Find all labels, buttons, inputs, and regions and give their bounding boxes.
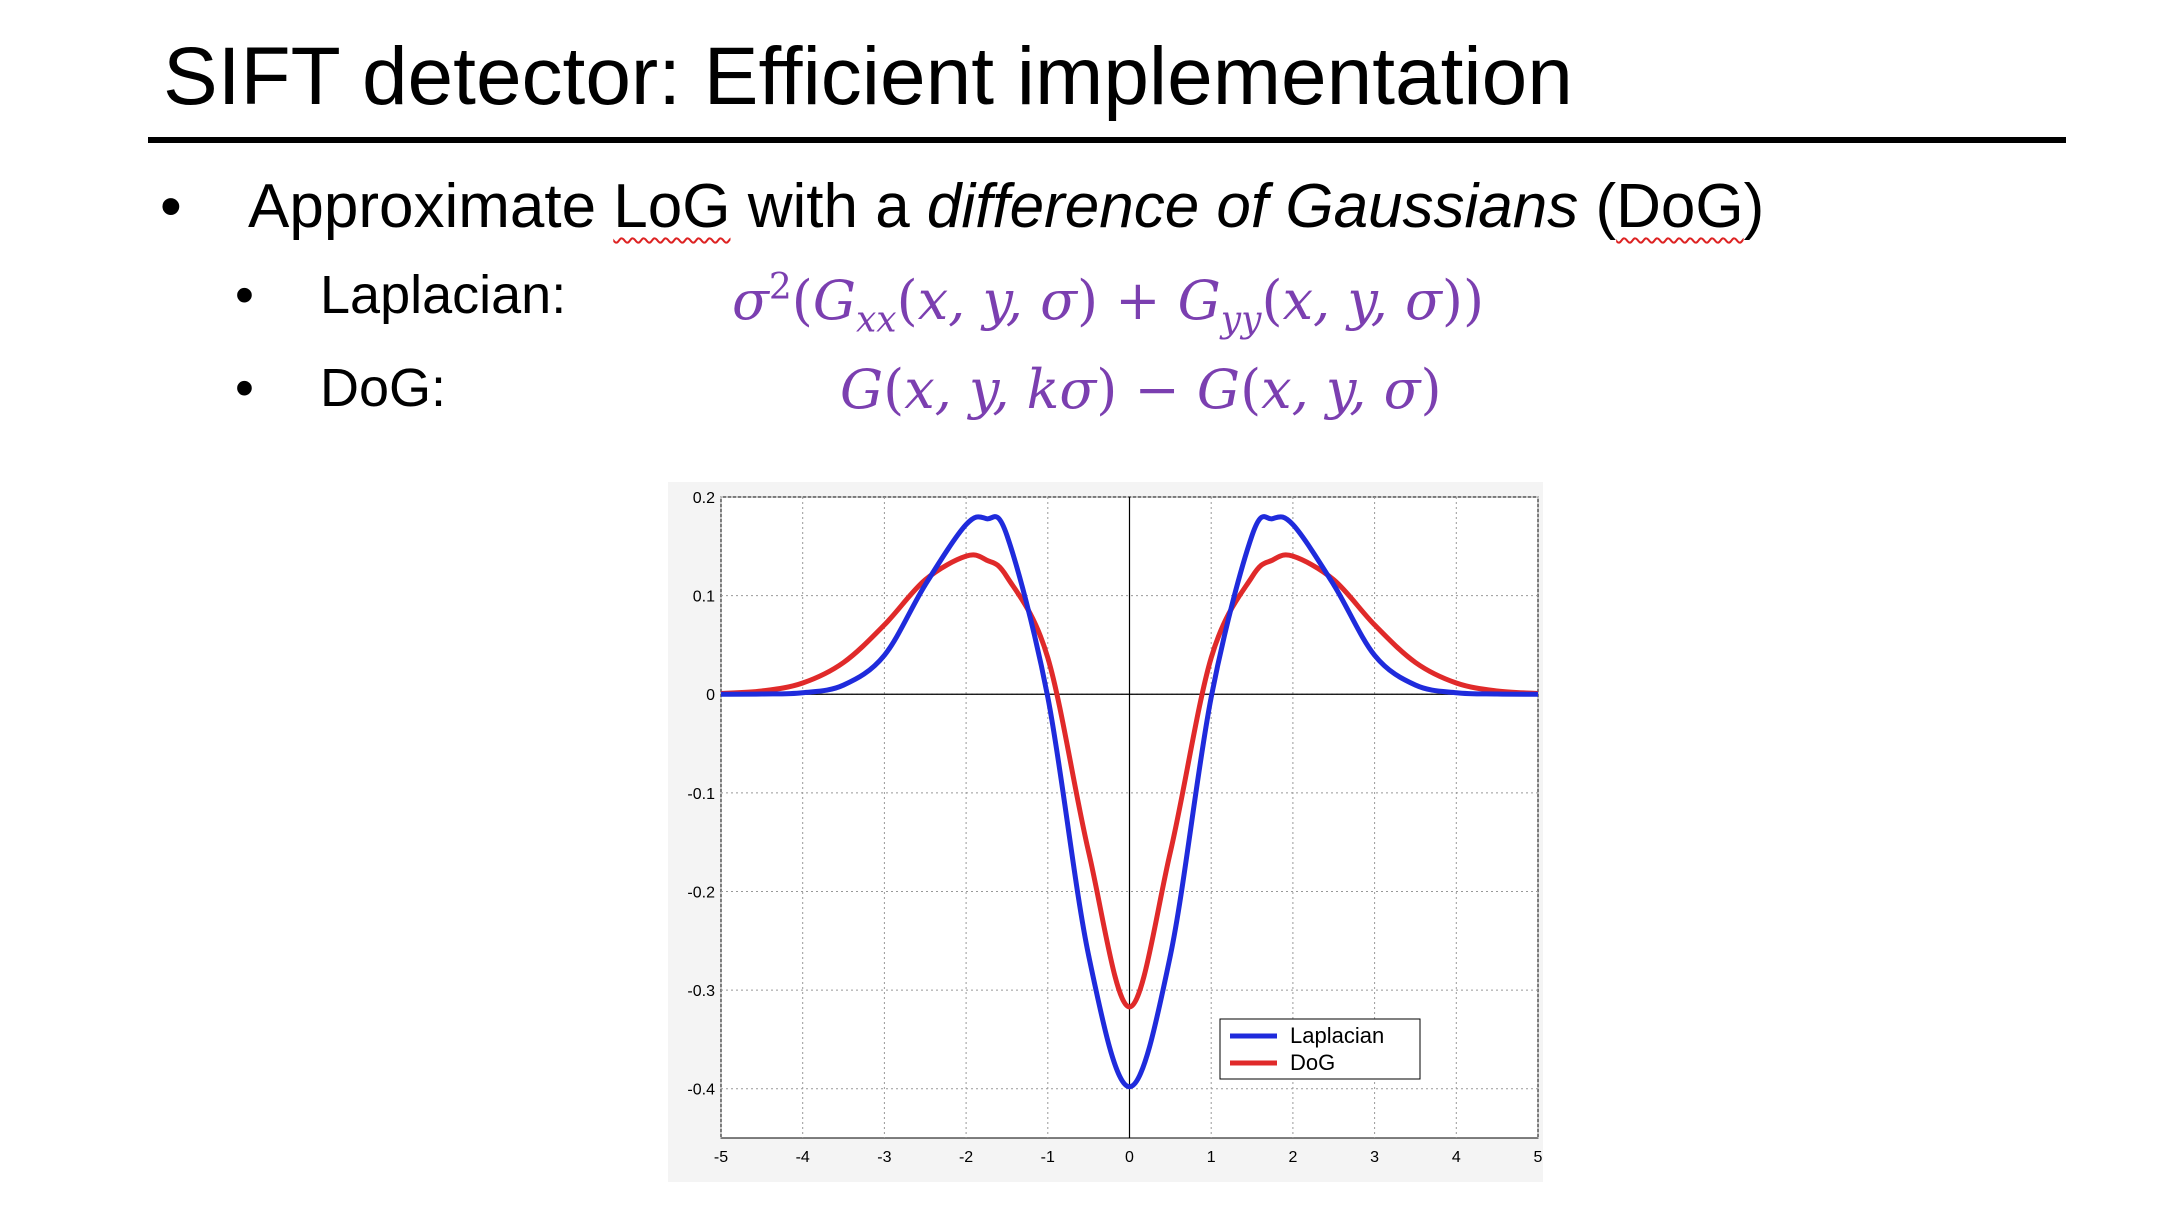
dog-label: DoG: xyxy=(320,358,447,418)
slide-title: SIFT detector: Efficient implementation xyxy=(163,31,1573,122)
series-line-laplacian xyxy=(720,514,1539,1090)
text-dog-abbrev: DoG xyxy=(1616,172,1744,241)
y-tick-label: 0.2 xyxy=(693,490,715,507)
text-difference-of-gaussians: difference of Gaussians xyxy=(926,172,1579,241)
laplacian-label: Laplacian: xyxy=(320,265,567,325)
y-tick-label: -0.3 xyxy=(687,983,715,1000)
y-tick-label: -0.2 xyxy=(687,884,715,901)
bullet-marker: • xyxy=(160,172,182,241)
x-tick-label: 4 xyxy=(1452,1149,1461,1166)
laplacian-dog-chart: -5 -4 -3 -2 -1 0 1 2 3 4 5 0.2 0.1 0 -0.1 -0.2 -0.3 -0.4 L… xyxy=(687,490,1543,1166)
y-tick-label: 0.1 xyxy=(693,589,715,606)
bullet-marker: • xyxy=(235,358,254,418)
legend-box xyxy=(1219,1018,1421,1080)
legend-label: DoG xyxy=(1290,1050,1335,1075)
x-tick-label: -1 xyxy=(1041,1149,1055,1166)
text-with-a: with a xyxy=(730,172,927,241)
x-tick-label: 1 xyxy=(1207,1149,1216,1166)
legend-label: Laplacian xyxy=(1290,1023,1384,1048)
y-tick-label: 0 xyxy=(706,687,715,704)
x-tick-label: -5 xyxy=(714,1149,728,1166)
title-divider xyxy=(148,137,2066,143)
x-tick-label: 2 xyxy=(1288,1149,1297,1166)
laplacian-formula: σ2(Gxx(x, y, σ) + Gyy(x, y, σ)) xyxy=(732,267,1485,341)
bullet-marker: • xyxy=(235,265,254,325)
x-tick-label: 3 xyxy=(1370,1149,1379,1166)
main-bullet-text: Approximate LoG with a difference of Gau… xyxy=(248,176,1764,238)
y-tick-label: -0.4 xyxy=(687,1082,715,1099)
x-tick-label: -4 xyxy=(796,1149,810,1166)
x-tick-label: -2 xyxy=(959,1149,973,1166)
text-open-paren: ( xyxy=(1578,172,1617,241)
x-tick-label: 5 xyxy=(1534,1149,1543,1166)
y-tick-label: -0.1 xyxy=(687,786,715,803)
x-tick-label: 0 xyxy=(1125,1149,1134,1166)
text-approximate: Approximate xyxy=(248,172,614,241)
text-log: LoG xyxy=(613,172,731,241)
text-close-paren: ) xyxy=(1743,172,1765,241)
chart-panel: -5 -4 -3 -2 -1 0 1 2 3 4 5 0.2 0.1 0 -0.1 -0.2 -0.3 -0.4 L… xyxy=(668,482,1543,1182)
x-tick-label: -3 xyxy=(877,1149,891,1166)
dog-formula: G(x, y, kσ) − G(x, y, σ) xyxy=(840,358,1442,421)
series-line-dog xyxy=(720,552,1539,1010)
